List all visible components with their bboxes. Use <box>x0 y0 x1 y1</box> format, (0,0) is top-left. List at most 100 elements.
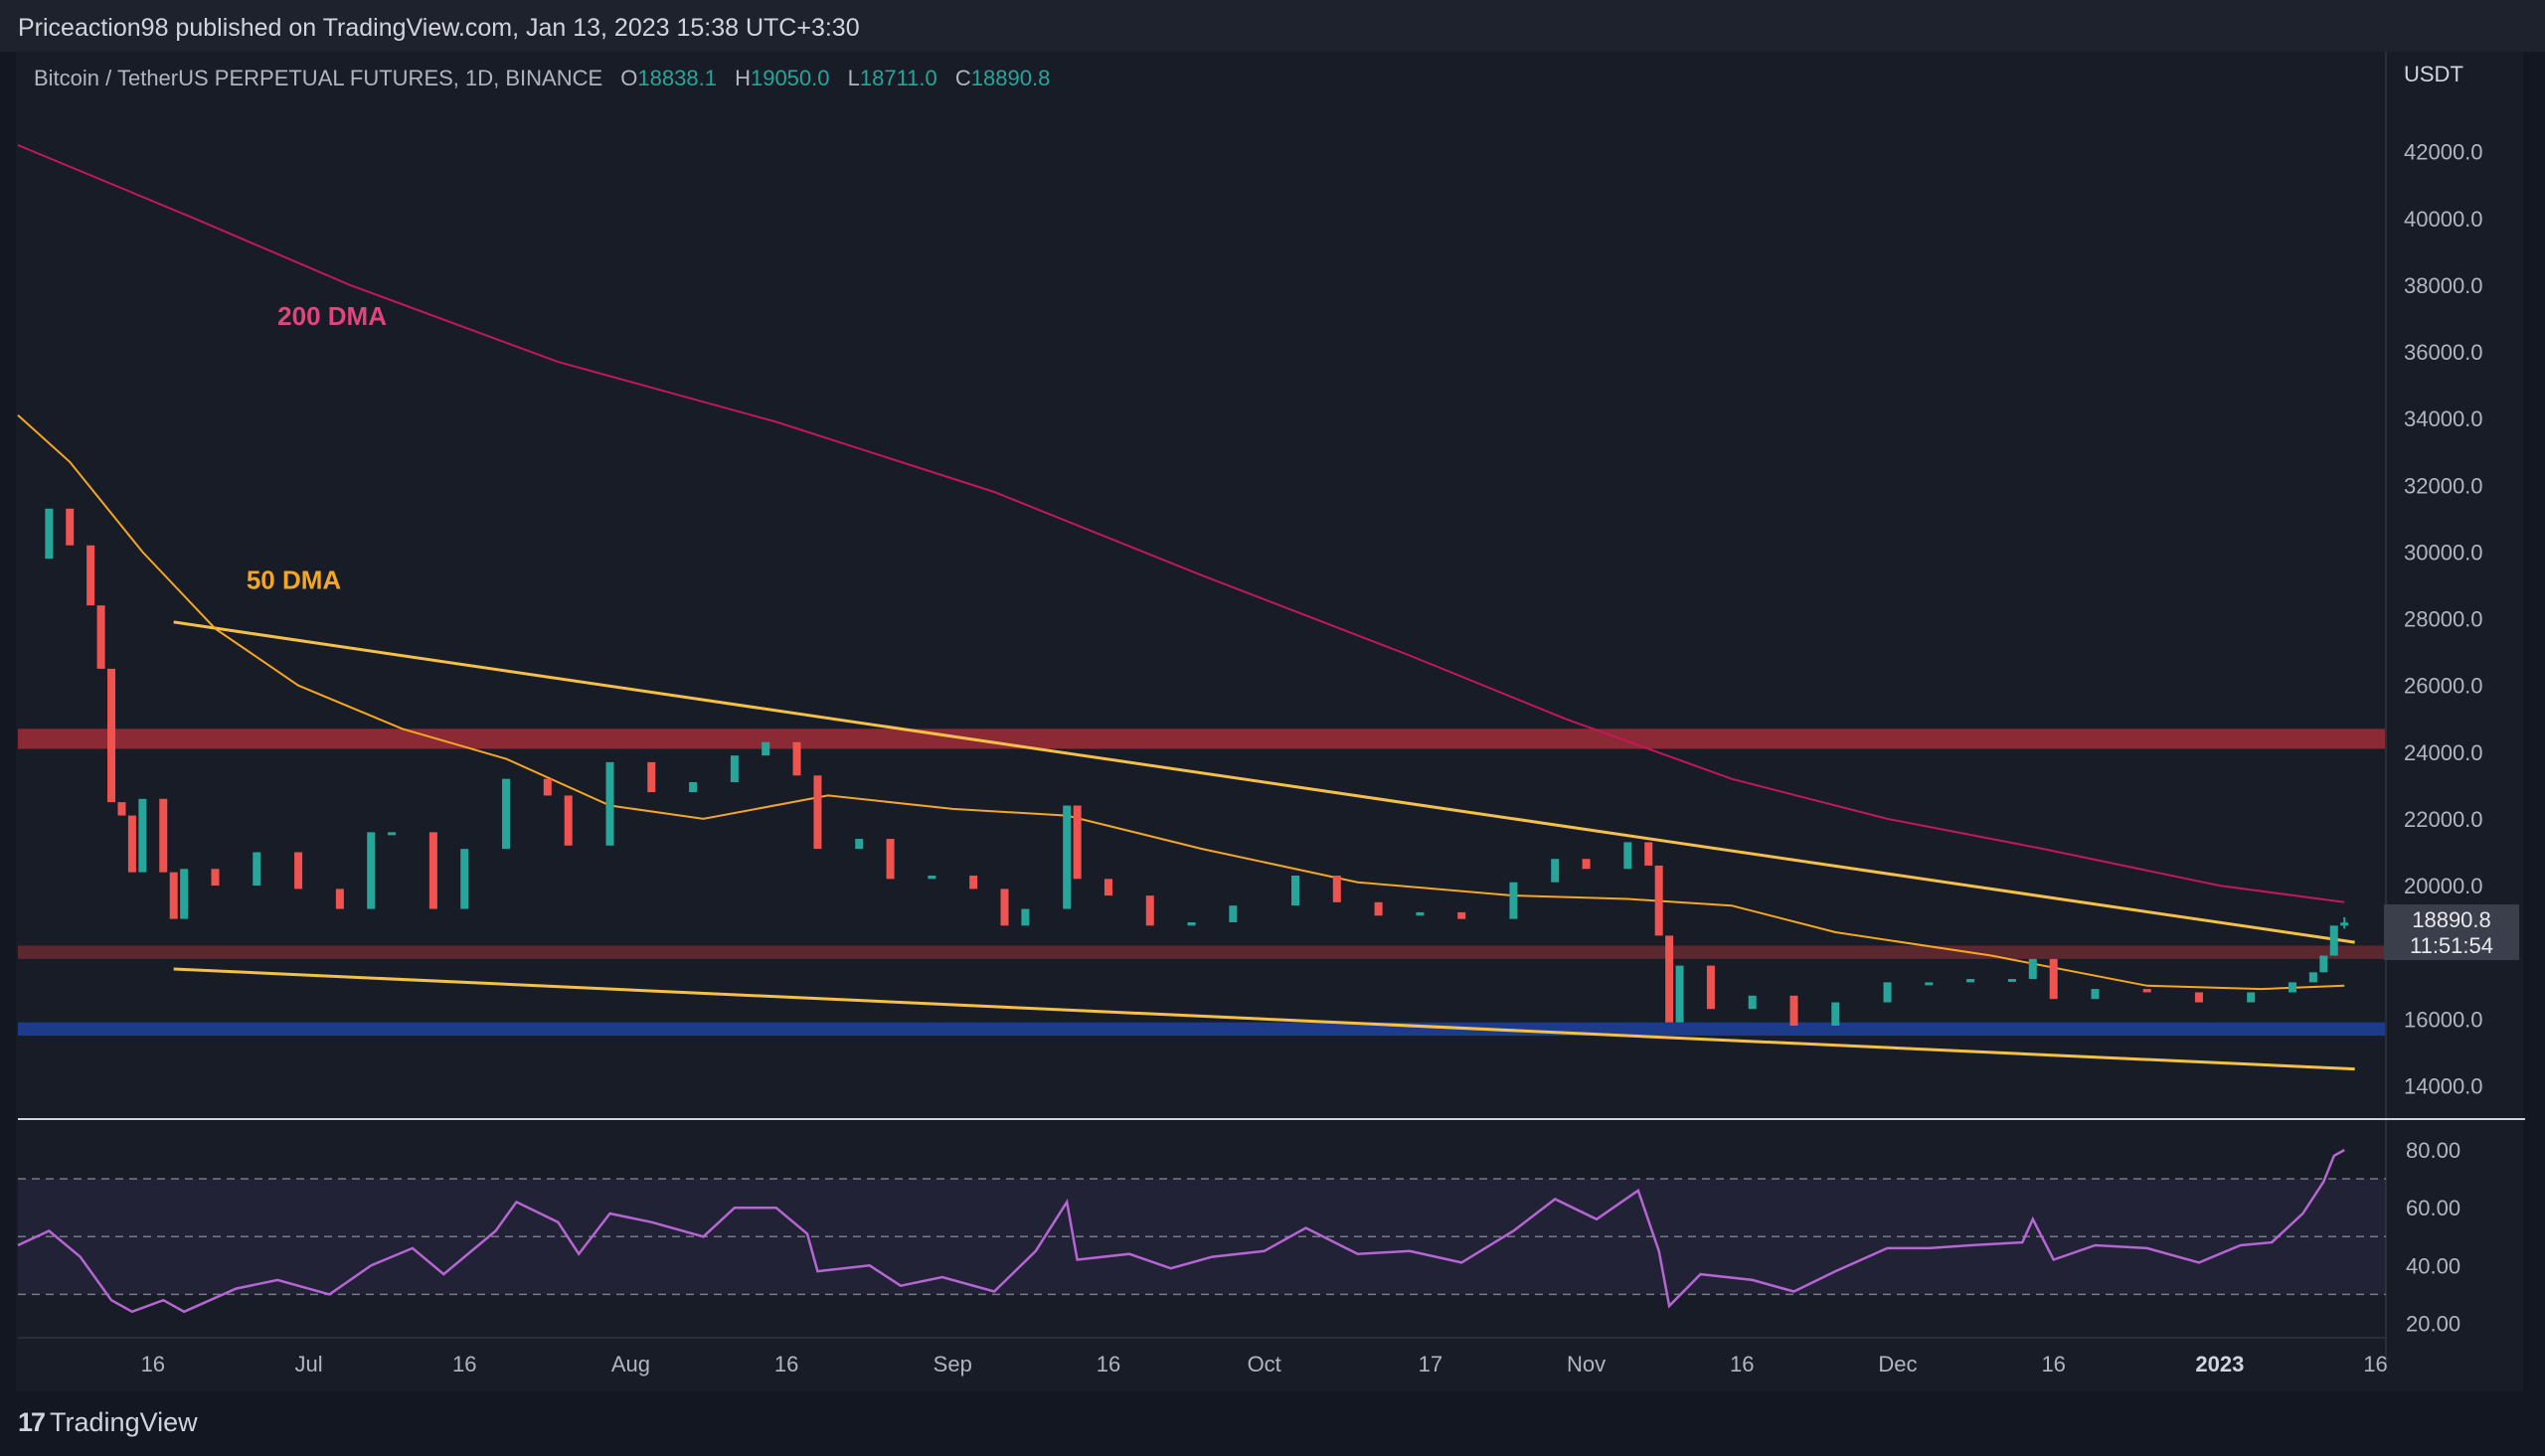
candle <box>1654 865 1663 936</box>
candle <box>117 802 126 816</box>
candle <box>1789 995 1798 1027</box>
candle <box>253 852 261 887</box>
candle <box>2007 979 2016 983</box>
time-tick-label: Aug <box>611 1352 650 1376</box>
price-path <box>45 508 2349 1027</box>
price-tick-label: 28000.0 <box>2404 607 2483 632</box>
candle <box>813 775 822 850</box>
candle <box>107 668 116 803</box>
candle <box>1509 882 1518 919</box>
candle <box>1021 908 1030 926</box>
candle <box>2247 992 2256 1003</box>
symbol-legend[interactable]: Bitcoin / TetherUS PERPETUAL FUTURES, 1D… <box>34 66 1050 91</box>
candle <box>2049 958 2058 1000</box>
candle <box>96 605 105 669</box>
tradingview-logo-icon: 17 <box>18 1407 46 1437</box>
price-axis: USDT 42000.0 40000.0 38000.0 36000.0 34000.0 3… <box>18 52 2525 1364</box>
candle <box>689 782 698 793</box>
close-label: C <box>954 66 971 90</box>
time-tick-label: 16 <box>1097 1352 1120 1376</box>
candle <box>1291 875 1300 906</box>
price-tick-label: 30000.0 <box>2404 540 2483 565</box>
candle <box>1187 921 1196 926</box>
open-value: 18838.1 <box>637 66 717 90</box>
candle <box>159 798 168 873</box>
candle <box>564 795 573 846</box>
candle <box>886 839 895 880</box>
candle <box>1706 965 1715 1010</box>
candle <box>1883 982 1892 1003</box>
time-tick-label: 16 <box>1730 1352 1754 1376</box>
time-tick-label: 2023 <box>2195 1352 2244 1376</box>
price-tick-label: 42000.0 <box>2404 140 2483 165</box>
rsi-line <box>17 1149 2345 1314</box>
candle <box>127 815 136 873</box>
candle <box>1551 859 1560 883</box>
rsi-tick-label: 60.00 <box>2406 1196 2460 1220</box>
zone-support <box>18 1022 2386 1037</box>
moving-averages <box>17 144 2345 991</box>
candle <box>762 741 770 756</box>
time-tick-label: Sep <box>933 1352 972 1376</box>
candle <box>45 508 54 560</box>
candle <box>1374 901 1383 916</box>
publisher-line: Priceaction98 published on TradingView.c… <box>18 14 860 42</box>
price-tick-label: 36000.0 <box>2404 340 2483 365</box>
chart-area[interactable] <box>16 52 2523 1391</box>
candle <box>792 741 801 776</box>
candle <box>180 869 189 919</box>
zone-mid <box>18 945 2386 959</box>
candle <box>2028 958 2037 980</box>
price-tick-label: 22000.0 <box>2404 807 2483 832</box>
candle <box>605 761 614 846</box>
header-bar <box>0 0 2545 52</box>
low-label: L <box>847 66 860 90</box>
price-tick-label: 20000.0 <box>2404 874 2483 898</box>
candle <box>1925 982 1934 986</box>
candle <box>1416 911 1425 916</box>
candle <box>1063 805 1072 909</box>
candle <box>1332 875 1341 902</box>
candle <box>86 545 95 606</box>
candle <box>2194 992 2203 1003</box>
candle <box>1644 842 1653 866</box>
candle <box>66 508 75 546</box>
candle <box>211 869 220 887</box>
trendline-1 <box>173 967 2355 1071</box>
rsi-tick-label: 80.00 <box>2406 1138 2460 1163</box>
time-tick-label: 16 <box>2041 1352 2065 1376</box>
candle <box>1457 911 1466 919</box>
candle <box>367 832 376 909</box>
candle <box>1748 995 1757 1010</box>
candle <box>428 832 437 909</box>
tradingview-logo[interactable]: 17 TradingView <box>18 1407 198 1438</box>
time-tick-label: Dec <box>1878 1352 1917 1376</box>
rsi-tick-label: 20.00 <box>2406 1311 2460 1336</box>
price-tick-label: 14000.0 <box>2404 1073 2483 1098</box>
trendline-0 <box>173 620 2355 944</box>
candle <box>730 755 739 783</box>
current-price-value: 18890.8 <box>2412 907 2491 932</box>
candle <box>2288 982 2296 993</box>
candle <box>335 889 344 909</box>
candle <box>1582 859 1591 870</box>
zone-resistance <box>18 728 2386 749</box>
candle <box>969 875 978 890</box>
time-tick-label: 16 <box>452 1352 476 1376</box>
close-value: 18890.8 <box>970 66 1051 90</box>
candle <box>2091 989 2100 1000</box>
time-tick-label: Oct <box>1248 1352 1281 1376</box>
symbol-title: Bitcoin / TetherUS PERPETUAL FUTURES, 1D… <box>34 66 603 90</box>
candle <box>1073 805 1082 880</box>
current-price-tag: 18890.8 11:51:54 <box>2384 904 2519 960</box>
candle <box>543 778 552 796</box>
price-tick-label: 16000.0 <box>2404 1007 2483 1032</box>
candle <box>928 875 936 880</box>
time-tick-label: 16 <box>141 1352 165 1376</box>
time-tick-label: 16 <box>2363 1352 2387 1376</box>
open-label: O <box>620 66 638 90</box>
candle <box>1103 879 1112 896</box>
high-label: H <box>735 66 751 90</box>
candle <box>1000 889 1009 926</box>
